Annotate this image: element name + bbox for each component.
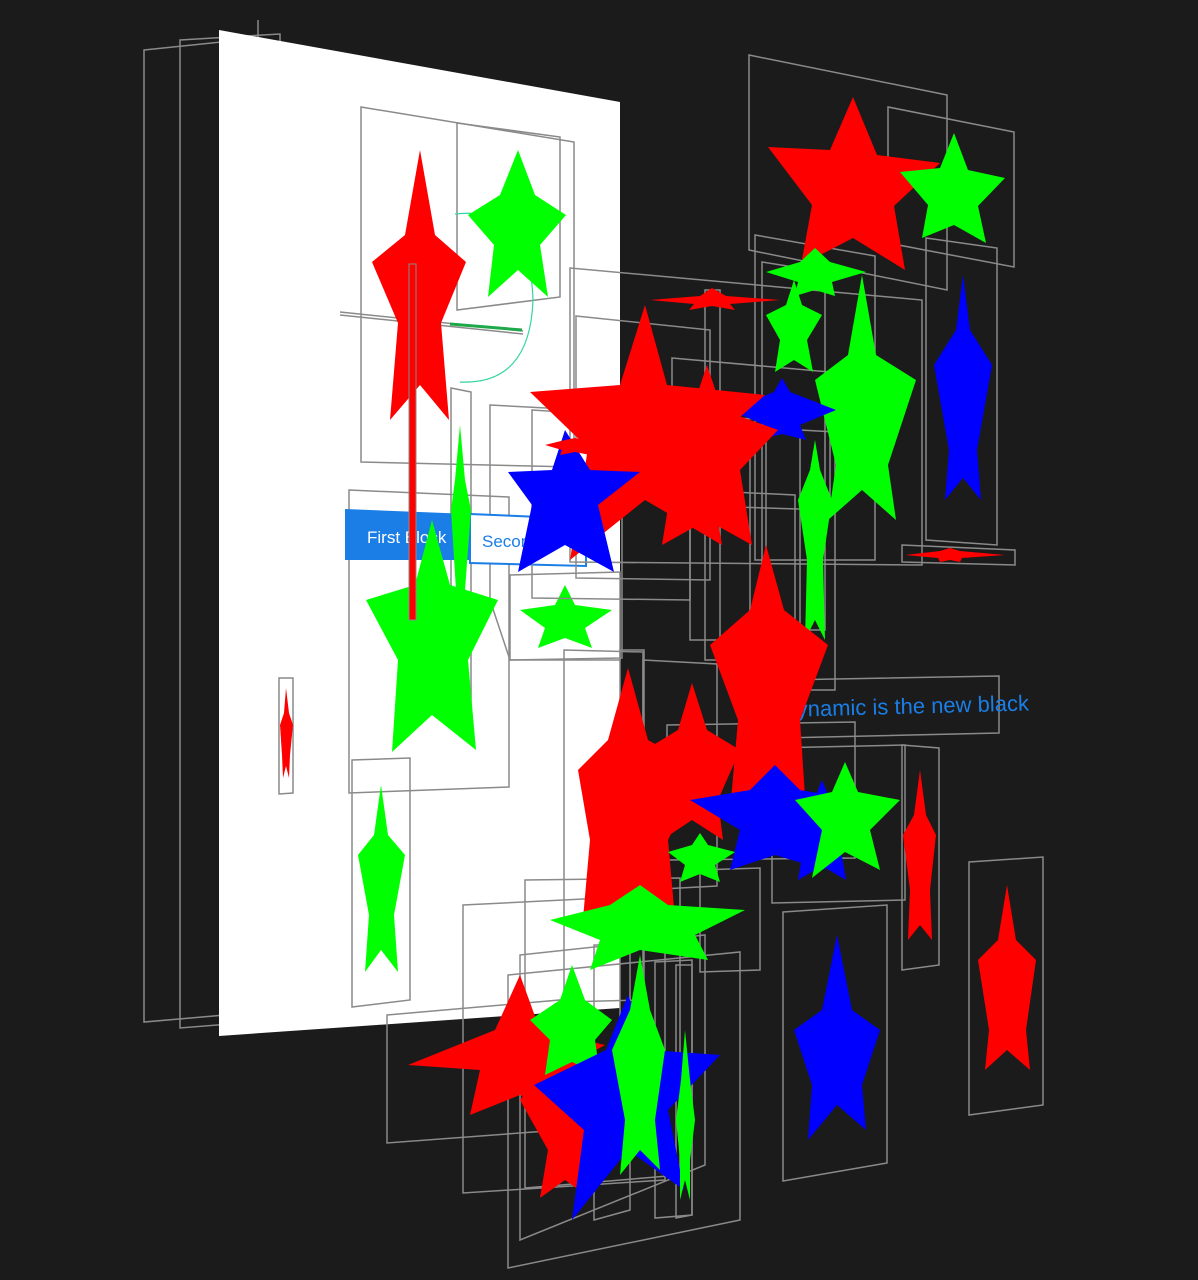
layer-frame	[507, 951, 741, 1269]
green-star-shape	[358, 785, 405, 972]
red-star-shape	[650, 288, 780, 310]
green-star-shape	[798, 440, 832, 640]
green-star-shape	[668, 833, 735, 882]
red-star-shape	[978, 885, 1036, 1070]
green-star-shape	[550, 885, 745, 970]
red-star-shape	[636, 365, 778, 545]
green-star-shape	[520, 585, 612, 648]
green-star-shape	[676, 1030, 695, 1200]
blue-star-shape	[934, 275, 992, 500]
subview-frame	[351, 757, 411, 1008]
exploded-stars	[408, 97, 1036, 1220]
green-star-shape	[451, 425, 471, 700]
layer-frame	[968, 856, 1044, 1116]
red-star-shape	[280, 688, 293, 778]
green-star-shape	[612, 955, 665, 1175]
layer-frame	[901, 544, 1016, 566]
blue-star-shape	[794, 935, 880, 1140]
red-star-shape	[545, 438, 620, 455]
red-star-shape	[710, 545, 828, 812]
layer-frame	[675, 964, 693, 1219]
blue-star-shape	[508, 430, 640, 572]
green-star-shape	[530, 965, 612, 1075]
layer-frame	[699, 867, 761, 973]
red-star-shape	[903, 770, 936, 940]
layer-frame	[799, 429, 836, 691]
dynamic-label: Dynamic is the new black	[780, 690, 1030, 722]
red-star-shape	[768, 97, 940, 270]
layer-frame	[748, 54, 948, 291]
layer-frame	[901, 744, 940, 971]
red-bar-shape	[408, 263, 417, 621]
green-star-shape	[766, 248, 866, 296]
green-star-shape	[815, 275, 916, 520]
blue-star-shape	[730, 378, 836, 440]
white-view-stars	[280, 150, 612, 972]
subview-frame	[278, 677, 294, 795]
red-star-shape	[372, 150, 466, 420]
subview-frame	[456, 122, 561, 311]
layer-frame	[925, 237, 998, 546]
layer-frame	[782, 904, 888, 1182]
green-star-shape	[900, 133, 1005, 243]
green-star-shape	[766, 280, 822, 372]
green-star-shape	[366, 520, 498, 752]
green-star-shape	[468, 150, 566, 297]
red-star-shape	[905, 548, 1005, 562]
green-star-shape	[795, 762, 900, 878]
red-star-shape	[578, 668, 702, 930]
